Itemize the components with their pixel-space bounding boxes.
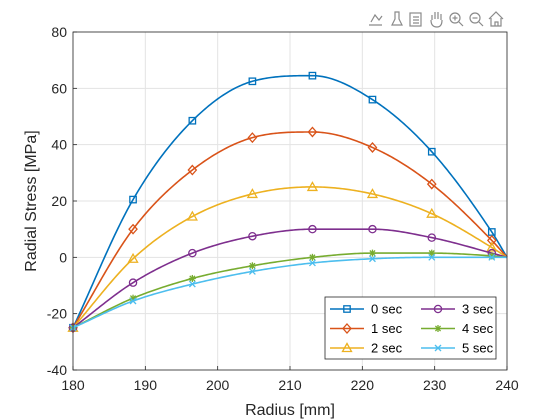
legend-marker xyxy=(434,325,442,332)
home-icon[interactable] xyxy=(488,11,504,27)
y-tick-label: -20 xyxy=(47,306,67,322)
data-point-0-sec xyxy=(427,147,436,156)
legend-item-5-sec: 5 sec xyxy=(421,341,494,356)
data-point-5-sec xyxy=(188,280,196,288)
data-point-0-sec xyxy=(308,71,317,80)
series-layer xyxy=(67,71,508,334)
brush-icon[interactable] xyxy=(390,11,406,27)
legend-marker xyxy=(434,344,442,352)
data-point-2-sec xyxy=(127,252,139,263)
x-tick-label: 240 xyxy=(495,377,519,393)
data-point-2-sec xyxy=(486,241,498,252)
series-line-5-sec xyxy=(72,256,507,329)
legend-label: 4 sec xyxy=(462,321,494,336)
legend-item-2-sec: 2 sec xyxy=(330,341,403,356)
data-point-3-sec xyxy=(368,224,377,234)
data-point-3-sec xyxy=(128,278,138,287)
legend-item-0-sec: 0 sec xyxy=(330,302,403,317)
legend-label: 2 sec xyxy=(371,341,403,356)
zoom-out-icon[interactable] xyxy=(468,11,484,27)
legend-label: 1 sec xyxy=(371,321,403,336)
data-point-5-sec xyxy=(488,253,496,261)
legend-marker xyxy=(341,342,353,353)
data-point-3-sec xyxy=(427,233,437,242)
data-point-2-sec xyxy=(246,188,258,199)
legend-label: 0 sec xyxy=(371,302,403,317)
data-point-1-sec xyxy=(247,132,258,144)
data-point-2-sec xyxy=(366,188,379,199)
data-point-3-sec xyxy=(188,248,197,258)
data-point-2-sec xyxy=(306,181,319,192)
legend: 0 sec 1 sec 2 sec 3 sec 4 sec 5 sec xyxy=(324,296,497,360)
axis-ticks: 180 190 200 210 220 230 240 -40 -20 0 20 40 60 80 xyxy=(47,24,519,393)
data-point-4-sec xyxy=(248,262,256,270)
data-point-3-sec xyxy=(308,224,317,234)
data-point-1-sec xyxy=(426,178,437,190)
data-point-4-sec xyxy=(308,253,316,261)
y-tick-label: -40 xyxy=(47,362,67,378)
legend-label: 5 sec xyxy=(462,341,494,356)
data-point-5-sec xyxy=(428,253,436,261)
data-point-2-sec xyxy=(186,210,198,221)
data-point-0-sec xyxy=(129,195,137,204)
data-point-1-sec xyxy=(367,142,378,153)
y-tick-label: 40 xyxy=(51,137,67,153)
x-tick-label: 210 xyxy=(278,377,302,393)
x-axis-label: Radius [mm] xyxy=(245,402,335,419)
legend-marker xyxy=(433,304,443,314)
data-point-1-sec xyxy=(128,223,138,235)
data-point-0-sec xyxy=(188,116,197,125)
y-tick-label: 0 xyxy=(59,249,67,265)
x-tick-label: 180 xyxy=(61,377,85,393)
data-point-5-sec xyxy=(308,259,316,267)
series-line-1-sec xyxy=(72,131,508,329)
x-tick-label: 200 xyxy=(206,377,230,393)
data-point-1-sec xyxy=(187,164,198,176)
export-icon[interactable] xyxy=(408,11,424,27)
data-point-4-sec xyxy=(368,249,376,257)
legend-item-3-sec: 3 sec xyxy=(421,302,494,317)
legend-marker xyxy=(342,323,352,334)
y-tick-label: 60 xyxy=(51,80,67,96)
series-line-3-sec xyxy=(72,228,508,329)
data-point-0-sec xyxy=(368,95,377,104)
data-point-2-sec xyxy=(426,207,438,218)
data-point-0-sec xyxy=(248,77,257,86)
y-tick-label: 80 xyxy=(51,24,67,40)
y-tick-label: 20 xyxy=(51,193,67,209)
y-axis-label: Radial Stress [MPa] xyxy=(23,130,40,271)
x-tick-label: 230 xyxy=(423,377,447,393)
legend-marker xyxy=(343,305,351,313)
data-point-3-sec xyxy=(248,231,257,241)
zoom-in-icon[interactable] xyxy=(448,11,464,27)
legend-label: 3 sec xyxy=(462,302,494,317)
data-point-1-sec xyxy=(307,126,318,138)
data-point-4-sec xyxy=(488,252,496,260)
figure-toolbar xyxy=(368,11,504,28)
data-point-1-sec xyxy=(486,234,497,246)
pan-hand-icon[interactable] xyxy=(429,11,445,28)
data-point-5-sec xyxy=(129,297,137,305)
legend-item-4-sec: 4 sec xyxy=(421,321,494,336)
x-tick-label: 190 xyxy=(134,377,158,393)
data-point-5-sec xyxy=(248,267,256,275)
legend-item-1-sec: 1 sec xyxy=(330,321,403,336)
data-point-5-sec xyxy=(369,255,376,263)
data-tip-icon[interactable] xyxy=(368,11,384,27)
x-tick-label: 220 xyxy=(351,377,375,393)
data-point-4-sec xyxy=(188,274,196,282)
